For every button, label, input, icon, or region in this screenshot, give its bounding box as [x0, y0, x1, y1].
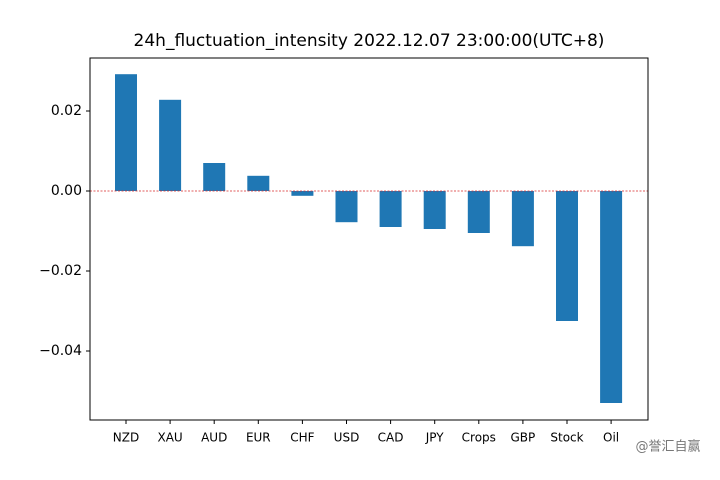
x-tick-label: GBP — [511, 431, 536, 445]
bar — [379, 191, 402, 227]
plot-frame — [89, 57, 649, 421]
x-tick-label: EUR — [246, 431, 271, 445]
y-tick-label: 0.00 — [51, 183, 82, 199]
x-tick-label: CHF — [290, 431, 314, 445]
x-tick-label: JPY — [425, 431, 445, 445]
bar — [556, 191, 578, 321]
bar — [291, 191, 314, 196]
x-tick-label: USD — [334, 431, 360, 445]
watermark: @誉汇自赢 — [635, 439, 700, 455]
x-tick-label: Oil — [603, 431, 619, 445]
bar — [203, 163, 226, 191]
bar — [511, 191, 534, 247]
y-tick-label: −0.04 — [39, 343, 82, 359]
y-tick-label: 0.02 — [51, 103, 82, 119]
x-tick-label: AUD — [201, 431, 227, 445]
bar — [600, 191, 623, 403]
x-tick-label: XAU — [157, 431, 182, 445]
chart-title: 24h_fluctuation_intensity 2022.12.07 23:… — [134, 31, 605, 51]
bar — [115, 74, 137, 191]
x-tick-label: NZD — [113, 431, 139, 445]
bar — [247, 175, 270, 191]
x-tick-label: Stock — [550, 431, 583, 445]
bar — [159, 99, 182, 191]
y-tick-label: −0.02 — [39, 263, 82, 279]
bar — [467, 191, 490, 233]
bar — [423, 191, 446, 229]
x-tick-label: Crops — [462, 431, 496, 445]
bar — [335, 191, 358, 223]
x-tick-label: CAD — [378, 431, 404, 445]
